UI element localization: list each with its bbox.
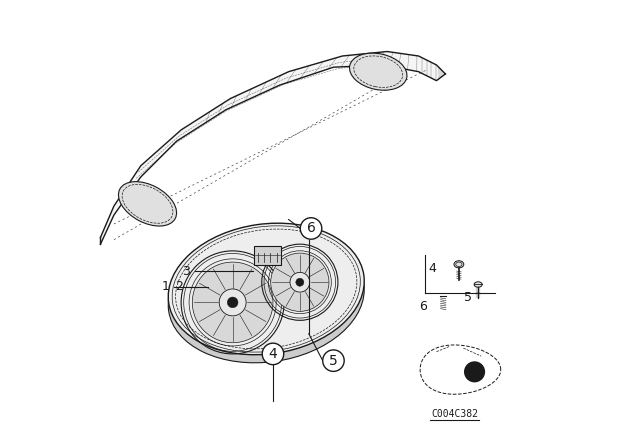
Circle shape [227, 297, 238, 308]
Text: 5: 5 [464, 291, 472, 305]
Polygon shape [100, 52, 445, 244]
Text: 1: 1 [162, 280, 170, 293]
Circle shape [271, 253, 329, 311]
Circle shape [192, 262, 273, 343]
Text: 2: 2 [175, 280, 184, 293]
Text: 4: 4 [269, 347, 277, 361]
Ellipse shape [118, 181, 177, 226]
Text: 4: 4 [428, 262, 436, 276]
Ellipse shape [474, 282, 482, 287]
Text: 6: 6 [419, 300, 427, 314]
Text: C004C382: C004C382 [431, 409, 478, 419]
Ellipse shape [454, 261, 464, 268]
Circle shape [290, 272, 310, 292]
Circle shape [465, 362, 484, 382]
Circle shape [262, 343, 284, 365]
Text: 6: 6 [307, 221, 316, 236]
Circle shape [296, 278, 304, 286]
Circle shape [219, 289, 246, 316]
Text: 5: 5 [329, 353, 338, 368]
Text: 3: 3 [182, 264, 190, 278]
FancyBboxPatch shape [254, 246, 280, 265]
Ellipse shape [349, 53, 407, 90]
Circle shape [323, 350, 344, 371]
Ellipse shape [168, 231, 364, 363]
Ellipse shape [168, 223, 364, 355]
Circle shape [300, 218, 322, 239]
